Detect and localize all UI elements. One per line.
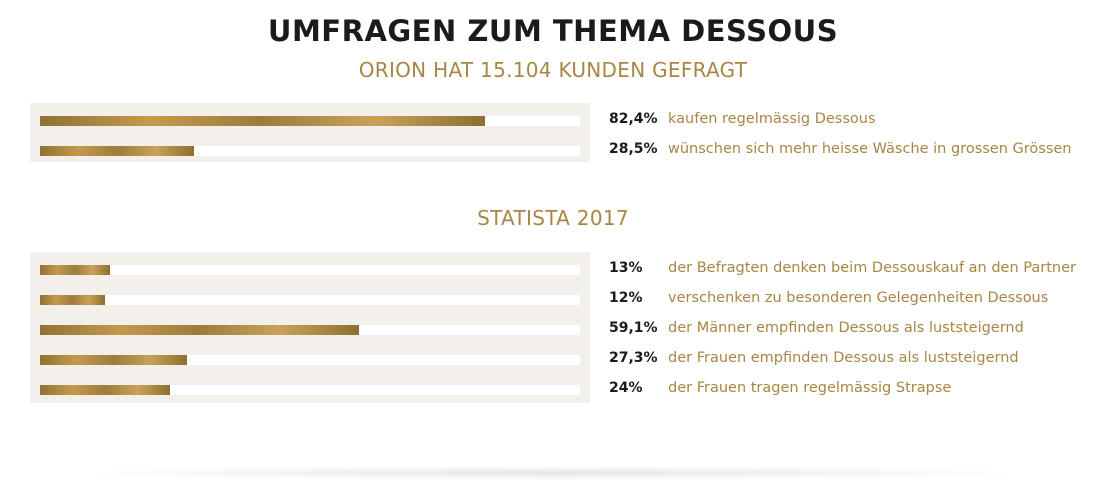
bar-fill	[40, 116, 485, 126]
bottom-shadow-divider	[80, 466, 1026, 480]
bar-track	[40, 385, 580, 395]
bar-track	[40, 116, 580, 126]
bar-track	[40, 295, 580, 305]
value-label: 12%	[609, 290, 643, 306]
category-label: der Frauen tragen regelmässig Strapse	[668, 380, 952, 396]
bar-panel-statista	[30, 252, 590, 403]
value-label: 13%	[609, 260, 643, 276]
bar-panel-orion	[30, 103, 590, 162]
page-title: UMFRAGEN ZUM THEMA DESSOUS	[267, 14, 839, 48]
bar-fill	[40, 265, 111, 275]
value-label: 24%	[609, 380, 643, 396]
section-subtitle-orion: ORION HAT 15.104 KUNDEN GEFRAGT	[358, 58, 748, 82]
bar-fill	[40, 146, 194, 156]
value-label: 82,4%	[609, 111, 658, 127]
bar-track	[40, 265, 580, 275]
category-label: verschenken zu besonderen Gelegenheiten …	[668, 290, 1049, 306]
bar-fill	[40, 355, 188, 365]
section-subtitle-statista: STATISTA 2017	[477, 206, 629, 230]
category-label: kaufen regelmässig Dessous	[668, 111, 876, 127]
value-label: 27,3%	[609, 350, 658, 366]
bar-fill	[40, 295, 105, 305]
category-label: der Befragten denken beim Dessouskauf an…	[668, 260, 1076, 276]
category-label: wünschen sich mehr heisse Wäsche in gros…	[668, 141, 1072, 157]
bar-track	[40, 325, 580, 335]
bar-track	[40, 355, 580, 365]
bar-fill	[40, 385, 170, 395]
category-label: der Frauen empfinden Dessous als lustste…	[668, 350, 1019, 366]
bar-fill	[40, 325, 360, 335]
category-label: der Männer empfinden Dessous als lustste…	[668, 320, 1024, 336]
value-label: 59,1%	[609, 320, 658, 336]
value-label: 28,5%	[609, 141, 658, 157]
bar-track	[40, 146, 580, 156]
